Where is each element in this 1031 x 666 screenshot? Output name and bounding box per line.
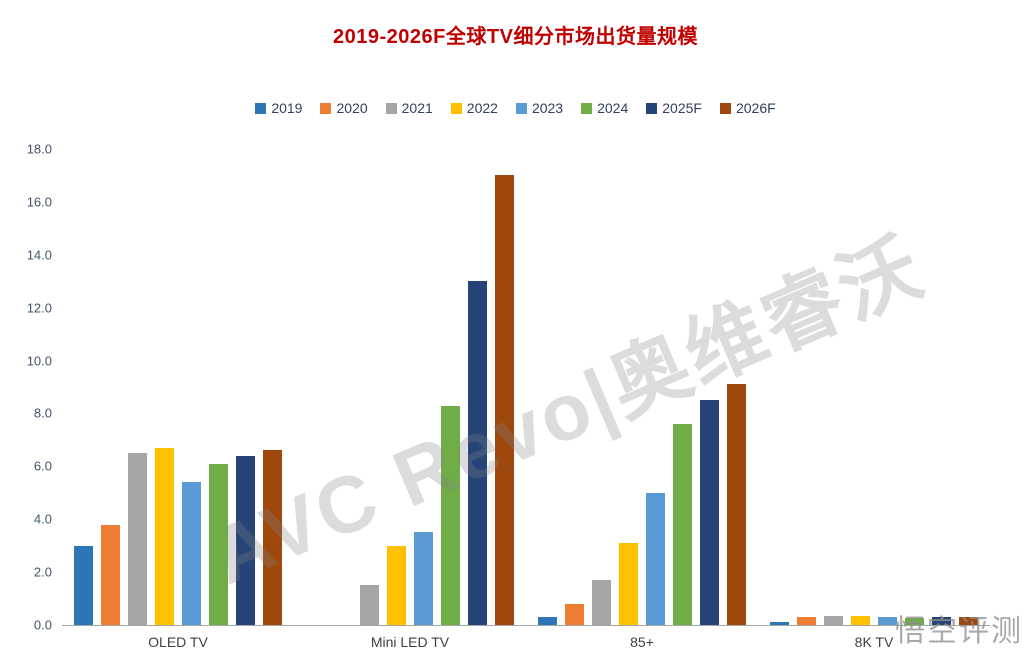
y-tick-label: 18.0: [26, 141, 52, 157]
legend: 2019 2020 2021 2022 2023 2024 2025F 2026F: [0, 100, 1031, 116]
legend-swatch: [450, 102, 462, 114]
bar-2020-85+: [565, 603, 584, 625]
bar-2022-8k-tv: [851, 615, 870, 625]
y-axis-labels: 18.0 16.0 14.0 12.0 10.0 8.0 6.0 4.0 2.0 0.0: [8, 142, 52, 633]
y-tick-label: 0.0: [33, 617, 52, 633]
bar-2026f-oled-tv: [263, 450, 282, 625]
bar-2024-85+: [673, 424, 692, 625]
bar-2021-oled-tv: [128, 453, 147, 625]
bar-2025f-mini-led-tv: [468, 281, 487, 625]
bar-2023-oled-tv: [182, 482, 201, 625]
bar-group-oled-tv: [62, 149, 294, 625]
y-tick-label: 4.0: [33, 511, 52, 527]
y-tick-label: 8.0: [33, 405, 52, 421]
bar-2023-8k-tv: [878, 617, 897, 625]
bar-2021-85+: [592, 580, 611, 625]
bar-2025f-8k-tv: [932, 617, 951, 625]
bar-2020-8k-tv: [797, 617, 816, 625]
legend-swatch: [385, 102, 397, 114]
legend-item-2023: 2023: [515, 100, 564, 116]
legend-item-2019: 2019: [255, 100, 302, 116]
y-tick-label: 16.0: [26, 194, 52, 210]
bar-group-85+: [526, 149, 758, 625]
bar-2025f-oled-tv: [236, 455, 255, 625]
category-label: Mini LED TV: [370, 634, 450, 650]
legend-label: 2024: [597, 100, 629, 116]
legend-swatch: [320, 102, 332, 114]
bar-2023-85+: [646, 492, 665, 625]
bar-2024-oled-tv: [209, 463, 228, 625]
legend-swatch: [719, 102, 731, 114]
category-label: OLED TV: [148, 634, 208, 650]
plot-area: [62, 149, 990, 626]
y-tick-label: 14.0: [26, 247, 52, 263]
bar-2020-oled-tv: [101, 524, 120, 625]
legend-label: 2022: [466, 100, 498, 116]
legend-swatch: [646, 102, 658, 114]
legend-item-2021: 2021: [385, 100, 433, 116]
legend-item-2020: 2020: [320, 100, 368, 116]
bar-2021-8k-tv: [824, 615, 843, 625]
bar-2026f-mini-led-tv: [495, 175, 514, 625]
y-tick-label: 10.0: [26, 353, 52, 369]
bar-2021-mini-led-tv: [360, 585, 379, 625]
bar-2019-oled-tv: [74, 545, 93, 625]
bar-2024-mini-led-tv: [441, 405, 460, 625]
legend-swatch: [515, 102, 527, 114]
legend-label: 2019: [271, 100, 303, 116]
legend-label: 2023: [531, 100, 564, 116]
legend-label: 2025F: [662, 100, 702, 116]
y-tick-label: 6.0: [33, 458, 52, 474]
y-tick-label: 12.0: [26, 300, 52, 316]
chart-title: 2019-2026F全球TV细分市场出货量规模: [333, 26, 698, 48]
legend-item-2024: 2024: [581, 100, 628, 116]
bar-2026f-85+: [727, 384, 746, 625]
legend-swatch: [255, 102, 267, 114]
legend-item-2022: 2022: [450, 100, 498, 116]
bar-2025f-85+: [700, 400, 719, 625]
legend-label: 2020: [336, 100, 368, 116]
bar-2019-85+: [538, 617, 557, 625]
bar-2022-oled-tv: [155, 447, 174, 625]
y-tick-label: 2.0: [33, 564, 52, 580]
legend-item-2026f: 2026F: [719, 100, 776, 116]
legend-item-2025f: 2025F: [646, 100, 702, 116]
legend-label: 2026F: [735, 100, 776, 116]
bar-group-8k-tv: [758, 149, 990, 625]
x-axis-labels: OLED TV Mini LED TV 85+ 8K TV: [62, 634, 990, 650]
bar-2022-mini-led-tv: [387, 545, 406, 625]
bar-2022-85+: [619, 543, 638, 625]
legend-swatch: [581, 102, 593, 114]
bar-group-mini-led-tv: [294, 149, 526, 625]
bar-2024-8k-tv: [905, 618, 924, 625]
category-label: 8K TV: [854, 634, 894, 650]
bar-2019-8k-tv: [770, 622, 789, 625]
category-label: 85+: [630, 634, 654, 650]
bar-2026f-8k-tv: [959, 617, 978, 625]
bar-2023-mini-led-tv: [414, 532, 433, 625]
legend-label: 2021: [401, 100, 433, 116]
